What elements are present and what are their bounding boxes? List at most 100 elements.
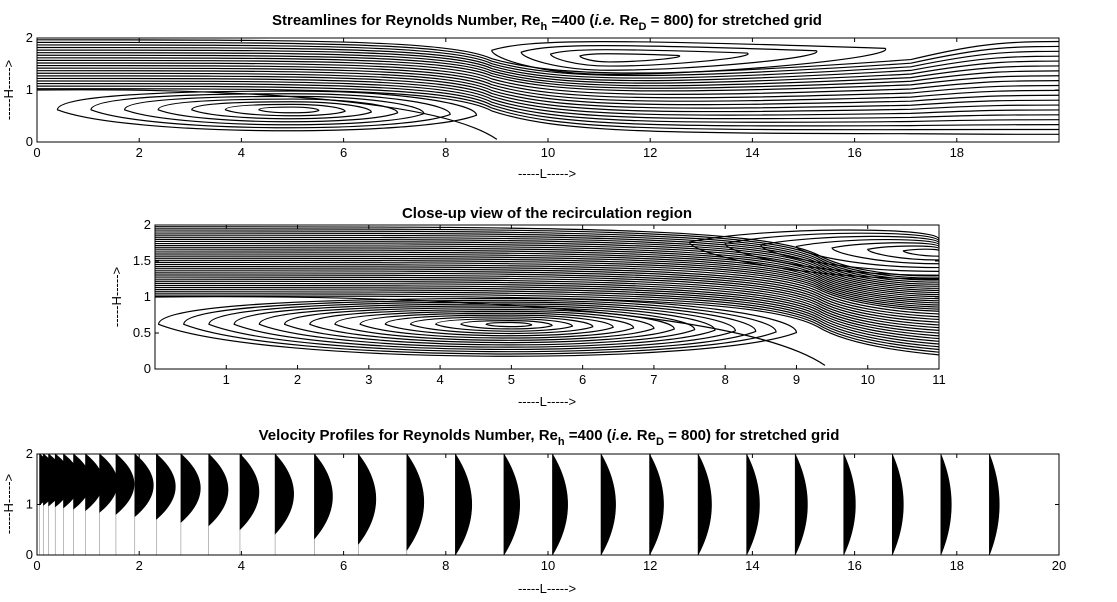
p3-velocity-profile [99,454,118,513]
p3-velocity-profile [794,454,808,555]
p3-xtick-label: 12 [643,558,657,573]
p1-xtick-label: 12 [643,145,657,160]
p1-streamline-through [37,85,1059,131]
p2-streamline-upper-vortex [724,232,939,276]
p1-streamline-separation [37,89,498,140]
p1-streamline-through [37,64,1059,102]
p1-streamline-lower-vortex [123,95,425,126]
p3-velocity-profile [455,454,473,555]
p2-streamline-lower-vortex [359,312,635,339]
p2-xtick-label: 11 [932,372,946,387]
p2-streamline-through [155,261,939,312]
p3-xtick-label: 0 [33,558,40,573]
p1-streamline-through [37,80,1059,123]
p3-velocity-profile [274,454,294,535]
p2-streamline-through [155,234,939,285]
p2-streamline-through [155,253,939,304]
p3-velocity-profile [891,454,904,555]
p2-streamline-through [155,240,939,291]
p2-streamline-through [155,257,939,308]
p2-streamline-through [155,289,939,348]
p1-ytick-label: 0 [26,134,33,149]
p2-streamline-through [155,280,939,337]
panel1-title: Streamlines for Reynolds Number, Reh =40… [272,12,822,33]
p1-streamline-through [37,75,1059,116]
p2-streamline-through [155,282,939,340]
p3-xtick-label: 8 [442,558,449,573]
panel2-ylabel: -----H-----> [109,267,124,327]
p3-velocity-profile [239,454,260,531]
p1-streamline-upper-vortex [520,45,818,71]
panel2-axes: 1 2 3 4 5 6 7 8 9 10 11 0 0.5 1 1.5 2 [133,217,946,387]
p2-streamline-through [155,230,939,281]
p3-velocity-profile [697,454,712,555]
p3-xtick-label: 2 [136,558,143,573]
p1-xtick-label: 14 [745,145,759,160]
p3-velocity-profile [843,454,856,555]
p2-streamline-through [155,274,939,329]
panel3-ylabel: -----H-----> [1,474,16,534]
p2-streamline-separation [155,296,826,366]
p2-streamline-lower-vortex [384,314,614,337]
p2-streamline-through [155,236,939,287]
p2-streamline-through [155,293,939,353]
p1-streamline-through [37,72,1059,113]
p2-streamline-upper-vortex [902,248,939,257]
p2-streamline-through [155,278,939,334]
p1-streamline-through [37,52,1059,87]
p1-streamline-lower-vortex [224,103,346,117]
p2-ytick-label: 1.5 [133,253,151,268]
p3-xtick-label: 6 [340,558,347,573]
panel1-ylabel: -----H-----> [1,60,16,120]
p3-ytick-label: 1 [26,497,33,512]
p3-xtick-label: 16 [847,558,861,573]
p2-streamline-through [155,259,939,310]
p1-streamline-lower-vortex [90,93,451,129]
p2-streamline-through [155,295,939,356]
p2-streamline-lower-vortex [283,307,696,346]
p2-streamline-through [155,272,939,326]
p1-xtick-label: 16 [847,145,861,160]
p3-velocity-profile [208,454,229,527]
p3-ytick-label: 0 [26,547,33,562]
p2-xtick-label: 2 [294,372,301,387]
p2-streamline-through [155,291,939,351]
p3-velocity-profile [989,454,1000,555]
p1-xtick-label: 2 [136,145,143,160]
p2-streamline-lower-vortex [485,321,533,328]
p2-streamline-lower-vortex [233,303,736,351]
p2-xtick-label: 8 [722,372,729,387]
p2-xtick-label: 10 [860,372,874,387]
p3-velocity-profile [746,454,760,555]
p3-velocity-profile [649,454,664,555]
p2-streamline-upper-vortex [867,245,939,261]
p2-ytick-label: 1 [144,289,151,304]
p2-xtick-label: 4 [436,372,443,387]
p1-xtick-label: 6 [340,145,347,160]
panel-closeup: Close-up view of the recirculation regio… [109,205,946,409]
p2-streamline-through [155,247,939,298]
p1-xtick-label: 10 [541,145,555,160]
p2-ytick-label: 0 [144,361,151,376]
panel-velocity-profiles: Velocity Profiles for Reynolds Number, R… [1,427,1066,596]
p3-xtick-label: 4 [238,558,245,573]
p1-frame [36,37,1060,143]
panel1-xlabel: -----L-----> [518,166,576,181]
p1-streamline-through [37,39,1059,74]
p2-streamline-upper-vortex [795,238,939,269]
p2-xtick-label: 5 [508,372,515,387]
p3-velocity-profile [357,454,377,546]
p3-velocity-profile [115,454,135,515]
p1-streamline-through [37,77,1059,120]
p3-velocity-profile [180,454,201,523]
p2-streamline-lower-vortex [460,320,553,330]
p1-streamline-through [37,44,1059,79]
p1-xtick-label: 4 [238,145,245,160]
p2-streamline-through [155,226,939,277]
p2-streamline-through [155,276,939,331]
p1-streamline-lower-vortex [258,106,320,114]
p1-streamline-through [37,46,1059,82]
panel-streamlines: Streamlines for Reynolds Number, Reh =40… [1,12,1060,181]
